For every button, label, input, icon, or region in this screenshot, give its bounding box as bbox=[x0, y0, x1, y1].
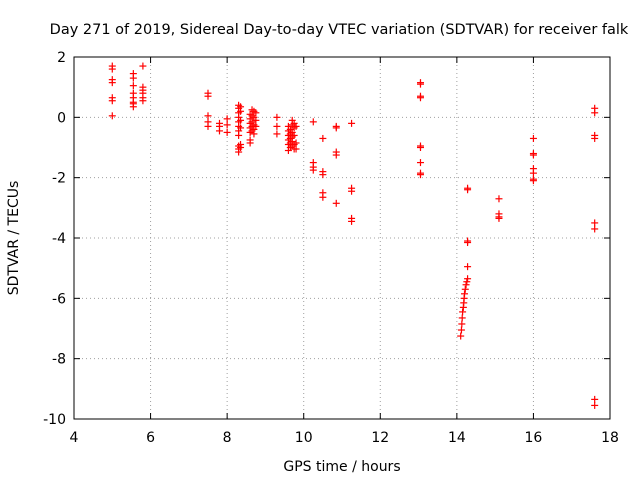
x-tick-label: 14 bbox=[448, 430, 466, 446]
data-point bbox=[129, 82, 137, 90]
data-point bbox=[204, 122, 212, 130]
data-point bbox=[457, 332, 465, 340]
data-point bbox=[309, 118, 317, 126]
data-point bbox=[204, 92, 212, 100]
data-point bbox=[348, 187, 356, 195]
y-tick-label: -4 bbox=[52, 231, 66, 247]
y-tick-label: 0 bbox=[57, 110, 66, 126]
x-tick-label: 10 bbox=[295, 430, 313, 446]
data-point bbox=[591, 395, 599, 403]
x-tick-label: 18 bbox=[601, 430, 619, 446]
y-axis-label: SDTVAR / TECUs bbox=[6, 181, 22, 296]
data-point bbox=[458, 314, 466, 322]
data-point bbox=[348, 217, 356, 225]
data-point bbox=[332, 124, 340, 132]
data-point bbox=[235, 131, 243, 139]
data-point bbox=[108, 112, 116, 120]
data-point bbox=[237, 107, 245, 115]
data-point bbox=[246, 139, 254, 147]
data-point bbox=[416, 80, 424, 88]
x-tick-label: 4 bbox=[70, 430, 79, 446]
y-tick-label: -6 bbox=[52, 291, 66, 307]
data-point bbox=[495, 214, 503, 222]
data-point bbox=[416, 159, 424, 167]
data-point bbox=[235, 148, 243, 156]
data-point bbox=[319, 171, 327, 179]
data-point bbox=[591, 401, 599, 409]
x-tick-label: 8 bbox=[223, 430, 232, 446]
data-point bbox=[416, 94, 424, 102]
data-point bbox=[458, 320, 466, 328]
data-point bbox=[332, 199, 340, 207]
x-tick-label: 6 bbox=[146, 430, 155, 446]
data-point bbox=[237, 116, 245, 124]
data-point bbox=[290, 131, 298, 139]
data-point bbox=[223, 121, 231, 129]
data-point bbox=[591, 225, 599, 233]
data-point bbox=[416, 171, 424, 179]
data-point bbox=[237, 124, 245, 132]
data-point bbox=[332, 151, 340, 159]
data-point bbox=[223, 128, 231, 136]
x-tick-label: 12 bbox=[371, 430, 389, 446]
axis-ticks bbox=[73, 56, 611, 420]
data-point bbox=[461, 290, 469, 298]
y-tick-label: -10 bbox=[43, 412, 66, 428]
data-point bbox=[529, 177, 537, 185]
data-point bbox=[252, 109, 260, 117]
data-point bbox=[462, 281, 470, 289]
data-point bbox=[591, 134, 599, 142]
data-point bbox=[273, 113, 281, 121]
data-point bbox=[529, 134, 537, 142]
data-point bbox=[252, 122, 260, 130]
y-tick-label: -2 bbox=[52, 171, 66, 187]
data-point bbox=[416, 144, 424, 151]
data-point bbox=[139, 97, 147, 105]
chart-title: Day 271 of 2019, Sidereal Day-to-day VTE… bbox=[50, 22, 629, 38]
data-point bbox=[464, 186, 472, 194]
data-point bbox=[591, 219, 599, 227]
data-point bbox=[108, 97, 116, 105]
x-axis-label: GPS time / hours bbox=[283, 459, 400, 475]
data-point bbox=[215, 127, 223, 135]
data-point bbox=[309, 166, 317, 174]
data-point bbox=[250, 130, 258, 138]
data-point bbox=[461, 285, 469, 293]
x-tick-labels: 4 6 8 10 12 14 16 18 bbox=[70, 430, 619, 446]
y-tick-labels: -10 -8 -6 -4 -2 0 2 bbox=[43, 50, 66, 428]
data-point bbox=[292, 139, 300, 147]
data-point bbox=[129, 103, 137, 111]
data-point bbox=[139, 62, 147, 70]
grid-lines bbox=[74, 57, 610, 419]
data-point bbox=[292, 122, 300, 130]
data-point bbox=[319, 193, 327, 201]
data-point bbox=[237, 144, 245, 151]
data-point bbox=[464, 263, 472, 271]
data-point bbox=[292, 145, 300, 153]
data-point bbox=[273, 130, 281, 138]
data-point bbox=[457, 326, 465, 334]
data-point bbox=[223, 115, 231, 123]
data-point bbox=[463, 278, 471, 286]
data-point bbox=[464, 237, 472, 245]
data-point bbox=[252, 116, 260, 124]
data-point bbox=[204, 112, 212, 120]
data-point bbox=[348, 119, 356, 127]
data-point bbox=[273, 122, 281, 130]
data-point bbox=[529, 169, 537, 177]
data-point bbox=[464, 275, 472, 283]
data-point bbox=[108, 65, 116, 73]
data-point bbox=[529, 151, 537, 159]
data-point bbox=[591, 109, 599, 117]
data-points bbox=[108, 62, 599, 409]
x-tick-label: 16 bbox=[525, 430, 543, 446]
data-point bbox=[459, 308, 467, 316]
data-point bbox=[319, 134, 327, 142]
y-tick-label: 2 bbox=[57, 50, 66, 66]
data-point bbox=[129, 74, 137, 82]
data-point bbox=[495, 195, 503, 203]
y-tick-label: -8 bbox=[52, 352, 66, 368]
data-point bbox=[108, 79, 116, 87]
